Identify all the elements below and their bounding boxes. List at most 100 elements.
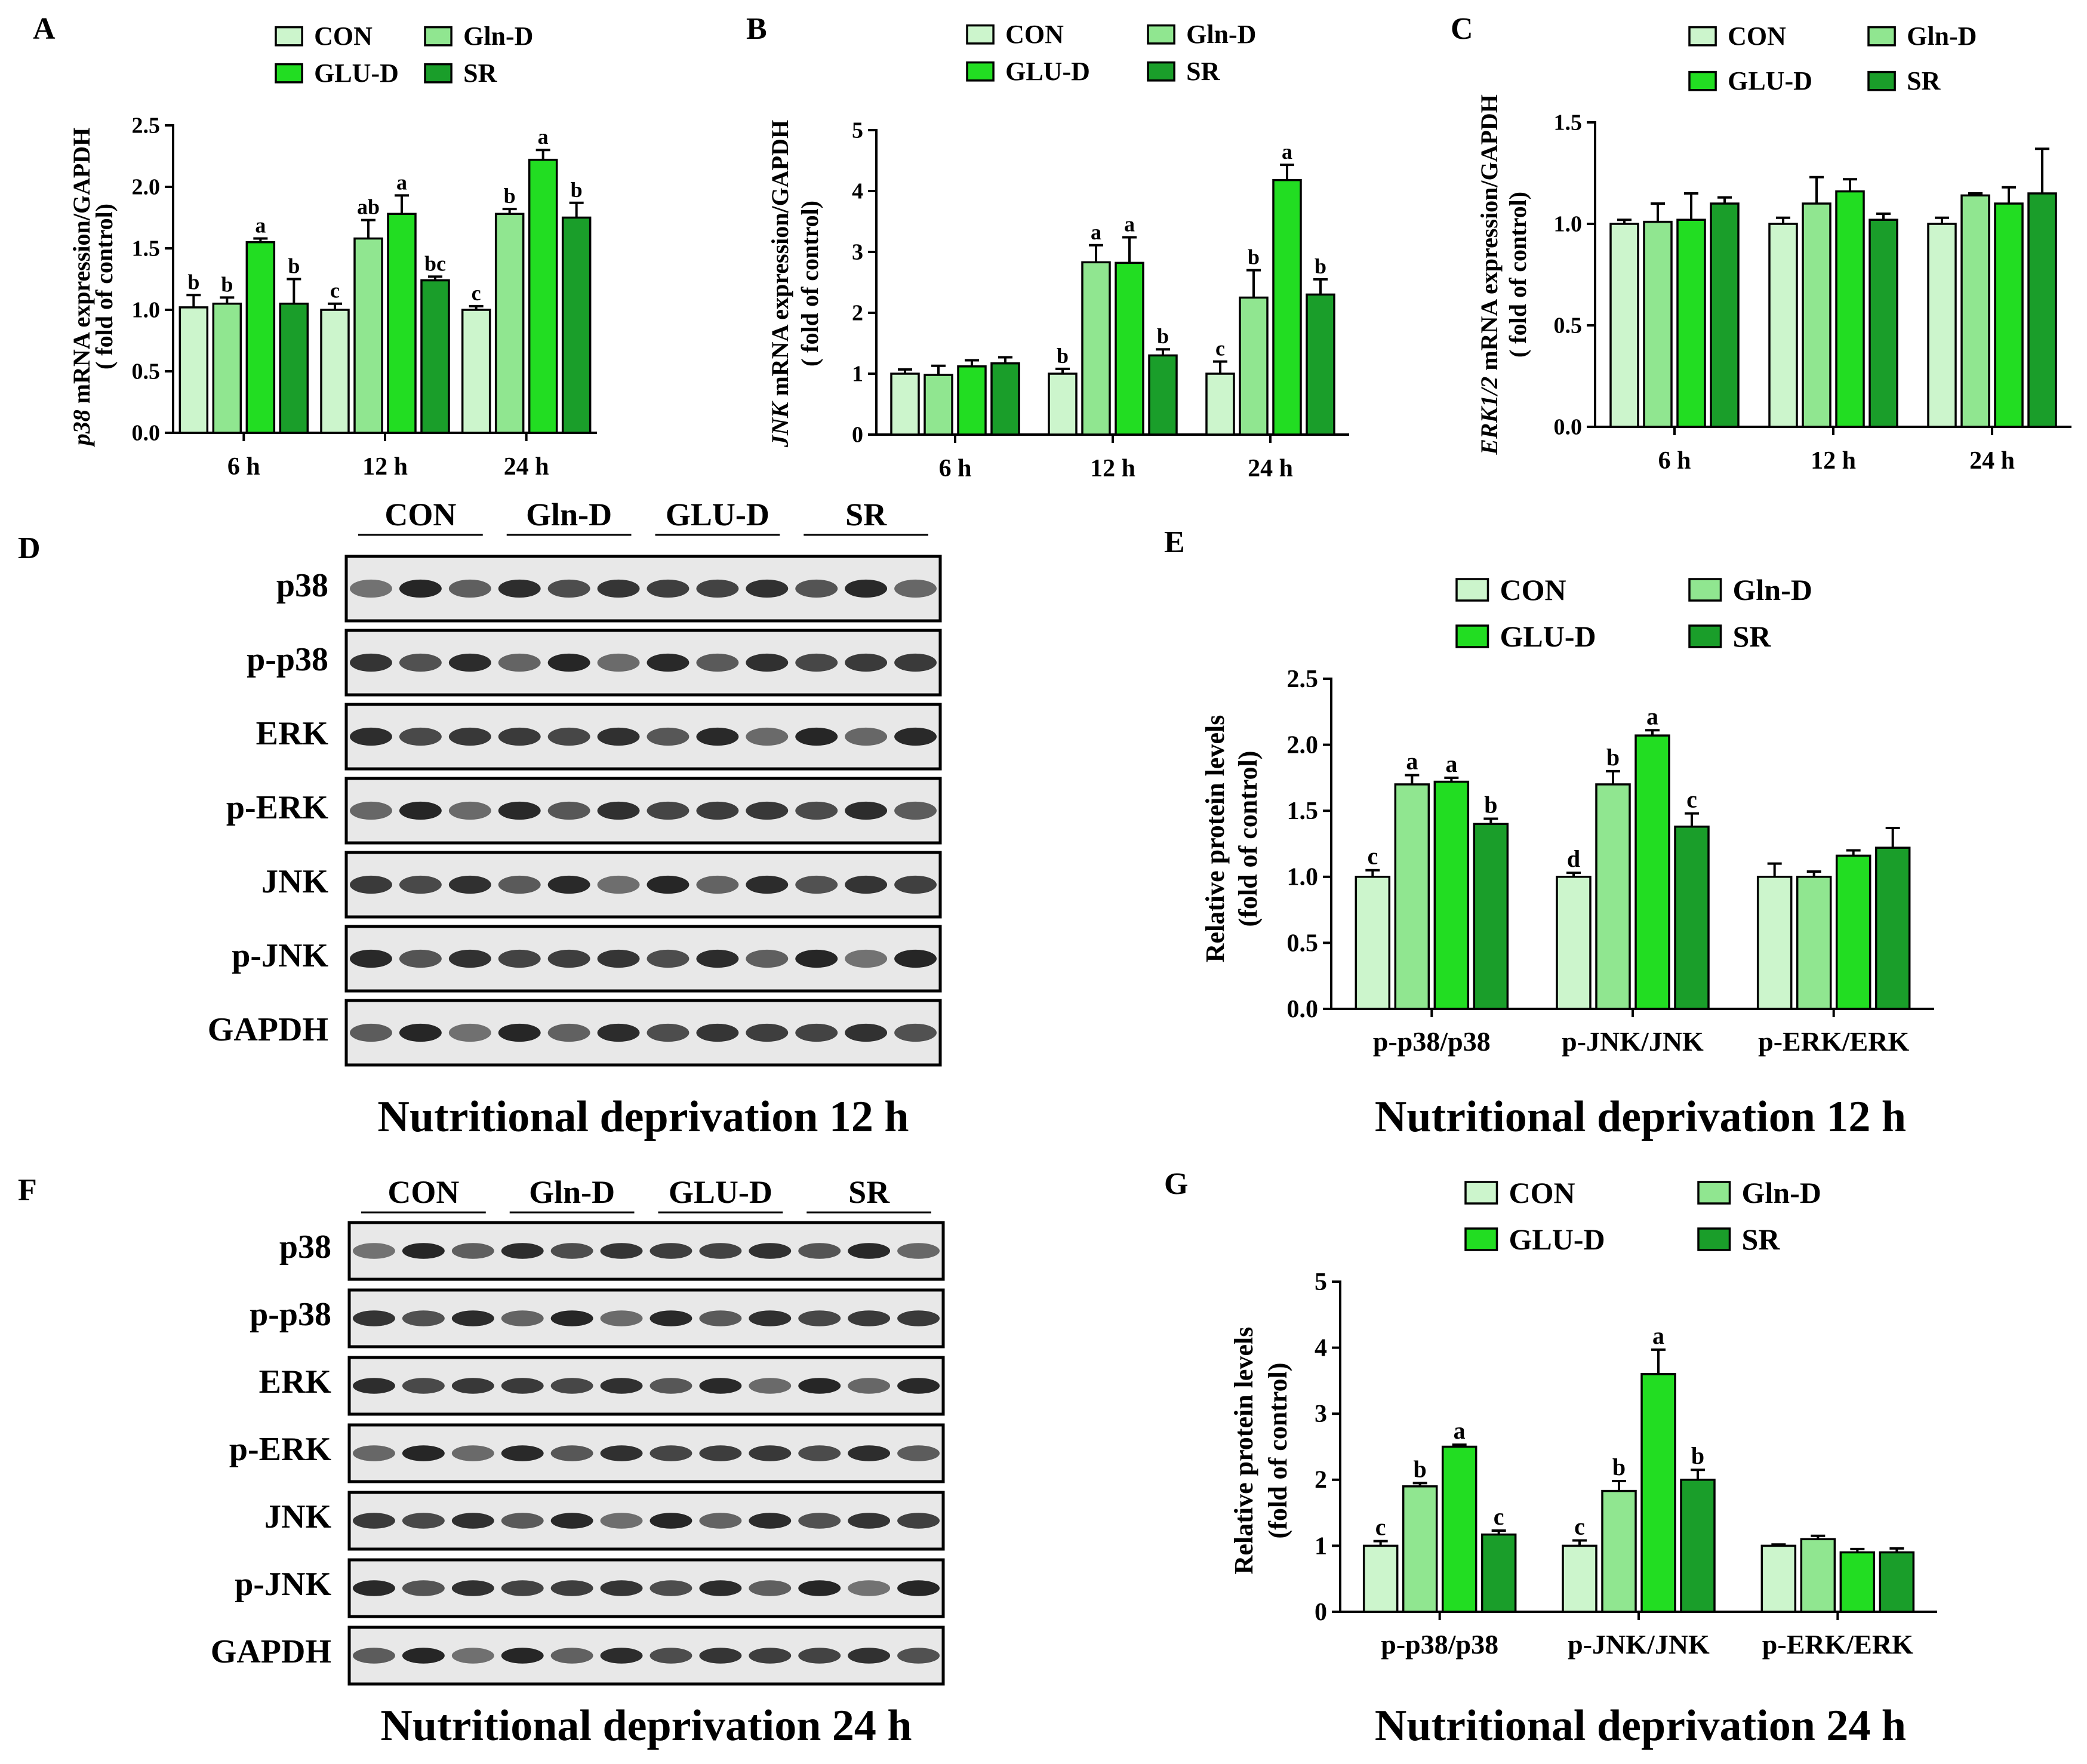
blot-band xyxy=(353,1513,395,1529)
bar-SR xyxy=(1710,202,1740,428)
bar-GLU-D xyxy=(1640,1373,1676,1613)
significance-letter: a xyxy=(1454,1417,1466,1444)
bar-SR xyxy=(990,362,1020,436)
y-tick-label: 0.5 xyxy=(1554,313,1583,338)
blot-band xyxy=(746,875,789,894)
blot-band xyxy=(894,1023,937,1042)
blot-band xyxy=(699,1648,742,1664)
bar-Gln-D xyxy=(494,213,525,434)
significance-letter: b xyxy=(1248,245,1260,269)
blot-strip-p-p38 xyxy=(347,1288,945,1349)
legend-swatch-GLU-D xyxy=(1464,1227,1498,1251)
blot-band xyxy=(897,1243,940,1259)
y-tick-label: 3 xyxy=(1315,1400,1327,1428)
blot-band xyxy=(696,727,739,746)
y-tick-label: 4 xyxy=(852,179,863,204)
bar-GLU-D xyxy=(1433,780,1470,1010)
x-tick-label: 12 h xyxy=(362,453,408,481)
blot-band xyxy=(600,1310,643,1326)
blot-band xyxy=(848,1310,891,1326)
protein-label: GAPDH xyxy=(211,1633,331,1670)
lane-group-CON: CON xyxy=(387,1174,459,1210)
blot-band xyxy=(501,1648,544,1664)
legend-label: Gln-D xyxy=(463,21,533,51)
blot-band xyxy=(845,949,888,968)
bar-Gln-D xyxy=(1595,783,1631,1010)
legend-label: Gln-D xyxy=(1186,20,1256,49)
bar-CON xyxy=(178,306,209,434)
blot-band xyxy=(650,1648,692,1664)
bar-SR xyxy=(1680,1479,1716,1613)
significance-letter: b xyxy=(1157,324,1169,348)
protein-label: p38 xyxy=(276,567,328,604)
blot-band xyxy=(451,1513,494,1529)
y-axis-label: p38 mRNA expression/GAPDH xyxy=(68,128,95,448)
blot-band xyxy=(647,949,689,968)
blot-band xyxy=(501,1513,544,1529)
blot-band xyxy=(848,1243,891,1259)
blot-band xyxy=(353,1648,395,1664)
blot-band xyxy=(894,801,937,820)
bar-CON xyxy=(1927,223,1957,428)
blot-band xyxy=(699,1513,742,1529)
bar-CON xyxy=(1556,876,1592,1010)
protein-label: JNK xyxy=(264,1498,331,1535)
y-tick-label: 4 xyxy=(1315,1334,1327,1362)
x-tick-label: p-p38/p38 xyxy=(1381,1629,1498,1660)
blot-band xyxy=(350,875,392,894)
significance-letter: a xyxy=(538,125,549,149)
blot-panel-F: F CON Gln-D GLU-D SR p38 p-p38 ERK p-ERK JNK p-JNK… xyxy=(18,1173,945,1750)
x-tick-label: p-p38/p38 xyxy=(1373,1026,1491,1057)
legend-swatch-GLU-D xyxy=(1688,70,1717,91)
caption-G: Nutritional deprivation 24 h xyxy=(1375,1701,1906,1750)
blot-band xyxy=(547,949,590,968)
y-axis-label: Relative protein levels xyxy=(1229,1327,1258,1575)
legend-label: Gln-D xyxy=(1733,573,1812,607)
blot-band xyxy=(350,1023,392,1042)
blot-band xyxy=(749,1513,792,1529)
bar-CON xyxy=(320,309,350,434)
blot-band xyxy=(647,801,689,820)
y-axis-label-2: (fold of control) xyxy=(1263,1363,1292,1539)
legend-swatch-CON xyxy=(1455,578,1489,602)
blot-band xyxy=(798,1445,841,1461)
blot-band xyxy=(746,653,789,672)
bar-SR xyxy=(279,302,309,434)
blot-band xyxy=(498,653,541,672)
x-tick-label: 12 h xyxy=(1090,455,1135,482)
blot-band xyxy=(350,653,392,672)
significance-letter: b xyxy=(571,178,583,202)
blot-band xyxy=(798,1580,841,1596)
blot-band xyxy=(498,875,541,894)
significance-letter: c xyxy=(1215,337,1225,361)
significance-letter: a xyxy=(1406,747,1418,774)
panel-letter: E xyxy=(1164,525,1185,559)
blot-band xyxy=(848,1648,891,1664)
blot-band xyxy=(795,727,838,746)
blot-band xyxy=(547,1023,590,1042)
blot-band xyxy=(696,653,739,672)
y-tick-label: 1 xyxy=(852,362,863,387)
legend-swatch-SR xyxy=(1867,70,1896,91)
blot-band xyxy=(448,801,491,820)
blot-band xyxy=(399,653,442,672)
significance-letter: a xyxy=(1282,140,1292,164)
blot-band xyxy=(795,801,838,820)
legend-label: GLU-D xyxy=(314,59,399,88)
blot-band xyxy=(746,727,789,746)
significance-letter: c xyxy=(1375,1514,1386,1541)
legend-swatch-CON xyxy=(275,26,303,47)
blot-band xyxy=(600,1513,643,1529)
chart-panel-G: G012345p-p38/p38cbacp-JNK/JNKcbabp-ERK/E… xyxy=(1164,1167,1937,1660)
blot-band xyxy=(845,653,888,672)
panel-letter: G xyxy=(1164,1167,1188,1201)
significance-letter: b xyxy=(1691,1442,1704,1469)
blot-band xyxy=(353,1445,395,1461)
bar-Gln-D xyxy=(924,374,953,436)
legend-label: SR xyxy=(1907,66,1941,96)
y-tick-label: 0 xyxy=(1315,1599,1327,1626)
bar-SR xyxy=(1674,825,1710,1010)
legend-label: GLU-D xyxy=(1500,620,1596,653)
